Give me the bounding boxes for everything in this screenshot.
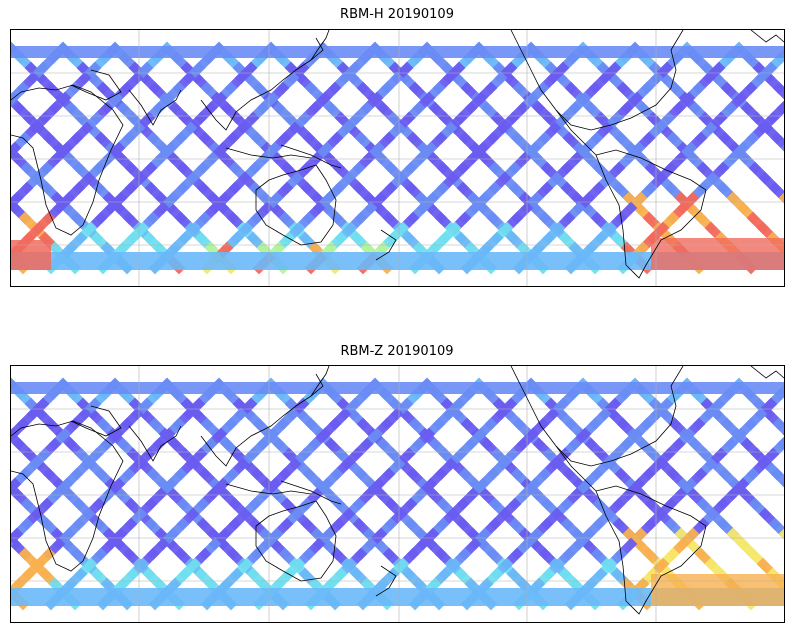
gridlines xyxy=(11,366,784,622)
japan-coast xyxy=(310,366,330,397)
swath-band-south xyxy=(11,252,784,270)
swath-segment xyxy=(770,131,784,152)
india-coast xyxy=(128,425,182,462)
map-canvas xyxy=(11,30,784,286)
swath-hot-patch xyxy=(11,240,51,270)
swath-segment xyxy=(11,191,24,211)
new-zealand-coast xyxy=(375,229,397,261)
south-america-coast xyxy=(595,485,707,615)
coastlines xyxy=(11,366,784,615)
swath-segment xyxy=(11,477,22,495)
map-area xyxy=(10,365,785,623)
swath-hot-patch xyxy=(651,238,784,270)
india-coast xyxy=(128,89,182,126)
swath-segment xyxy=(772,81,784,100)
panel-title: RBM-Z 20190109 xyxy=(340,344,454,359)
new-guinea-coast xyxy=(280,480,342,505)
greenland-coast xyxy=(750,30,784,43)
swath-segment xyxy=(11,527,24,547)
north-america-coast xyxy=(510,366,684,467)
south-america-coast xyxy=(595,149,707,279)
swath-band-north xyxy=(11,46,784,58)
central-america-coast xyxy=(555,445,597,492)
swath-band-south xyxy=(11,588,784,606)
swath-segment xyxy=(11,141,22,159)
indonesia-coast xyxy=(225,147,312,159)
swath-layer xyxy=(11,41,784,275)
africa-coast xyxy=(11,84,124,236)
japan-coast xyxy=(310,30,330,61)
swath-segment xyxy=(772,417,784,436)
swath-hot-patch xyxy=(651,574,784,606)
southeast-asia-coast xyxy=(200,373,324,467)
panel-title: RBM-H 20190109 xyxy=(340,7,454,22)
north-america-coast xyxy=(510,30,684,131)
arabia-coast xyxy=(70,405,122,437)
coastlines xyxy=(11,30,784,279)
australia-coast xyxy=(255,164,337,246)
swath-band-north xyxy=(11,382,784,394)
africa-coast xyxy=(11,420,124,572)
map-area xyxy=(10,29,785,287)
arabia-coast xyxy=(70,69,122,101)
greenland-coast xyxy=(750,366,784,379)
central-america-coast xyxy=(555,109,597,156)
map-canvas xyxy=(11,366,784,622)
southeast-asia-coast xyxy=(200,37,324,131)
swath-segment xyxy=(770,467,784,488)
new-guinea-coast xyxy=(280,144,342,169)
new-zealand-coast xyxy=(375,565,397,597)
gridlines xyxy=(11,30,784,286)
australia-coast xyxy=(255,500,337,582)
indonesia-coast xyxy=(225,483,312,495)
